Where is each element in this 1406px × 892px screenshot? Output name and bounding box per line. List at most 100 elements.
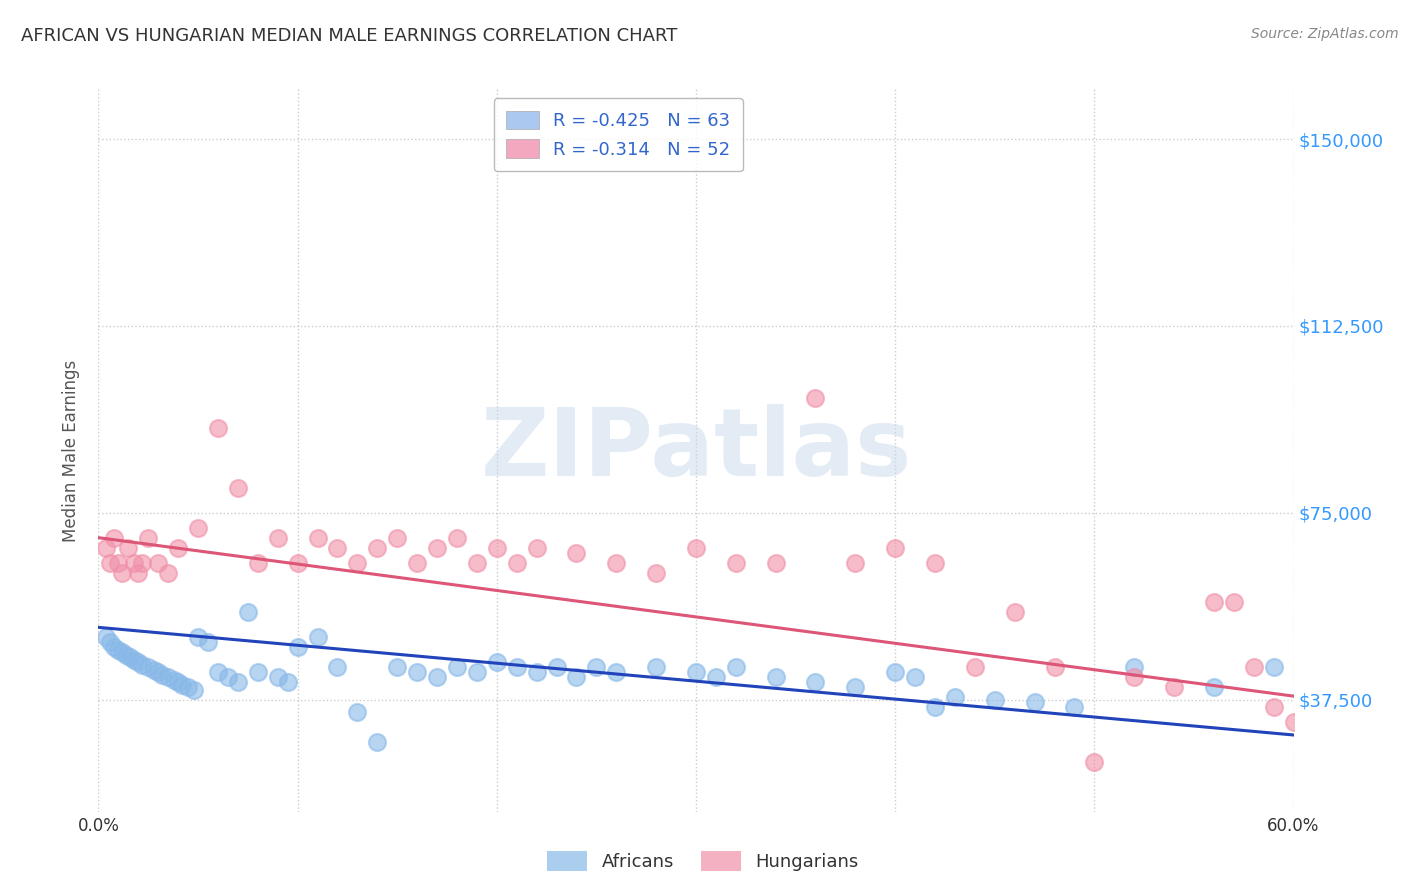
Point xyxy=(704,670,727,684)
Point xyxy=(546,660,568,674)
Text: ZIPatlas: ZIPatlas xyxy=(481,404,911,497)
Point xyxy=(287,556,309,570)
Point xyxy=(1223,595,1246,609)
Point xyxy=(124,653,146,667)
Point xyxy=(183,682,205,697)
Legend: Africans, Hungarians: Africans, Hungarians xyxy=(540,844,866,879)
Point xyxy=(150,667,173,681)
Point xyxy=(326,541,349,555)
Point xyxy=(136,531,159,545)
Point xyxy=(217,670,239,684)
Point xyxy=(287,640,309,655)
Point xyxy=(446,660,468,674)
Point xyxy=(307,531,329,545)
Point xyxy=(1024,695,1046,709)
Point xyxy=(124,556,146,570)
Point xyxy=(485,541,508,555)
Point xyxy=(148,665,170,680)
Point xyxy=(366,541,388,555)
Point xyxy=(207,665,229,680)
Point xyxy=(465,556,488,570)
Point xyxy=(197,635,219,649)
Point xyxy=(98,556,122,570)
Point xyxy=(804,391,827,405)
Point xyxy=(1202,595,1225,609)
Point xyxy=(187,521,209,535)
Point xyxy=(406,665,429,680)
Point xyxy=(765,556,787,570)
Point xyxy=(1123,670,1146,684)
Point xyxy=(1063,700,1085,714)
Point xyxy=(143,663,166,677)
Point xyxy=(685,665,707,680)
Point xyxy=(1263,700,1285,714)
Point xyxy=(1043,660,1066,674)
Point xyxy=(246,665,269,680)
Legend: R = -0.425   N = 63, R = -0.314   N = 52: R = -0.425 N = 63, R = -0.314 N = 52 xyxy=(494,98,742,171)
Point xyxy=(844,556,866,570)
Point xyxy=(1243,660,1265,674)
Point xyxy=(426,541,449,555)
Point xyxy=(526,665,548,680)
Point xyxy=(107,642,129,657)
Point xyxy=(406,556,429,570)
Point xyxy=(107,556,129,570)
Point xyxy=(1163,680,1185,694)
Point xyxy=(565,670,588,684)
Point xyxy=(177,680,200,694)
Point xyxy=(1263,660,1285,674)
Point xyxy=(98,635,122,649)
Point xyxy=(136,660,159,674)
Point xyxy=(465,665,488,680)
Point xyxy=(346,705,368,719)
Point xyxy=(96,541,118,555)
Point xyxy=(326,660,349,674)
Point xyxy=(120,650,142,665)
Point xyxy=(385,531,409,545)
Point xyxy=(605,556,627,570)
Point xyxy=(506,556,529,570)
Point xyxy=(163,673,186,687)
Point xyxy=(236,606,259,620)
Point xyxy=(963,660,986,674)
Point xyxy=(226,675,249,690)
Point xyxy=(724,556,747,570)
Point xyxy=(366,735,388,749)
Point xyxy=(804,675,827,690)
Point xyxy=(485,655,508,669)
Point xyxy=(844,680,866,694)
Point xyxy=(904,670,927,684)
Point xyxy=(943,690,966,705)
Point xyxy=(346,556,368,570)
Point xyxy=(984,692,1007,706)
Point xyxy=(157,566,180,580)
Point xyxy=(385,660,409,674)
Y-axis label: Median Male Earnings: Median Male Earnings xyxy=(62,359,80,541)
Point xyxy=(103,531,125,545)
Point xyxy=(148,556,170,570)
Point xyxy=(172,678,194,692)
Point xyxy=(446,531,468,545)
Point xyxy=(307,630,329,644)
Point xyxy=(207,421,229,435)
Point xyxy=(506,660,529,674)
Point xyxy=(1083,755,1105,769)
Point xyxy=(117,541,139,555)
Point xyxy=(924,556,946,570)
Point xyxy=(685,541,707,555)
Point xyxy=(884,541,907,555)
Point xyxy=(924,700,946,714)
Point xyxy=(127,655,149,669)
Point xyxy=(645,660,668,674)
Point xyxy=(127,566,149,580)
Point xyxy=(111,645,134,659)
Point xyxy=(426,670,449,684)
Point xyxy=(1004,606,1026,620)
Point xyxy=(526,541,548,555)
Text: Source: ZipAtlas.com: Source: ZipAtlas.com xyxy=(1251,27,1399,41)
Point xyxy=(167,675,190,690)
Point xyxy=(226,481,249,495)
Point xyxy=(724,660,747,674)
Point xyxy=(884,665,907,680)
Point xyxy=(131,556,153,570)
